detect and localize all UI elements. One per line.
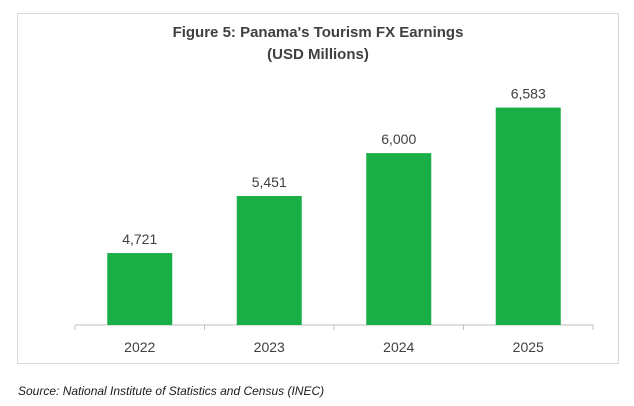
bar-2024 [366,153,432,325]
source-note: Source: National Institute of Statistics… [18,384,325,398]
x-tick-label-2024: 2024 [383,339,414,355]
data-label-2025: 6,583 [511,86,546,102]
data-label-2024: 6,000 [381,131,416,147]
x-tick-label-2025: 2025 [513,339,544,355]
x-tick-label-2022: 2022 [124,339,155,355]
bar-2023 [236,196,302,325]
data-label-2022: 4,721 [122,231,157,247]
x-tick-label-2023: 2023 [254,339,285,355]
chart-title-line-2: (USD Millions) [267,46,369,63]
bar-2025 [495,107,561,325]
chart-title: Figure 5: Panama's Tourism FX Earnings (… [17,22,619,66]
chart-title-line-1: Figure 5: Panama's Tourism FX Earnings [172,24,464,41]
bar-2022 [107,253,173,325]
data-label-2023: 5,451 [252,174,287,190]
